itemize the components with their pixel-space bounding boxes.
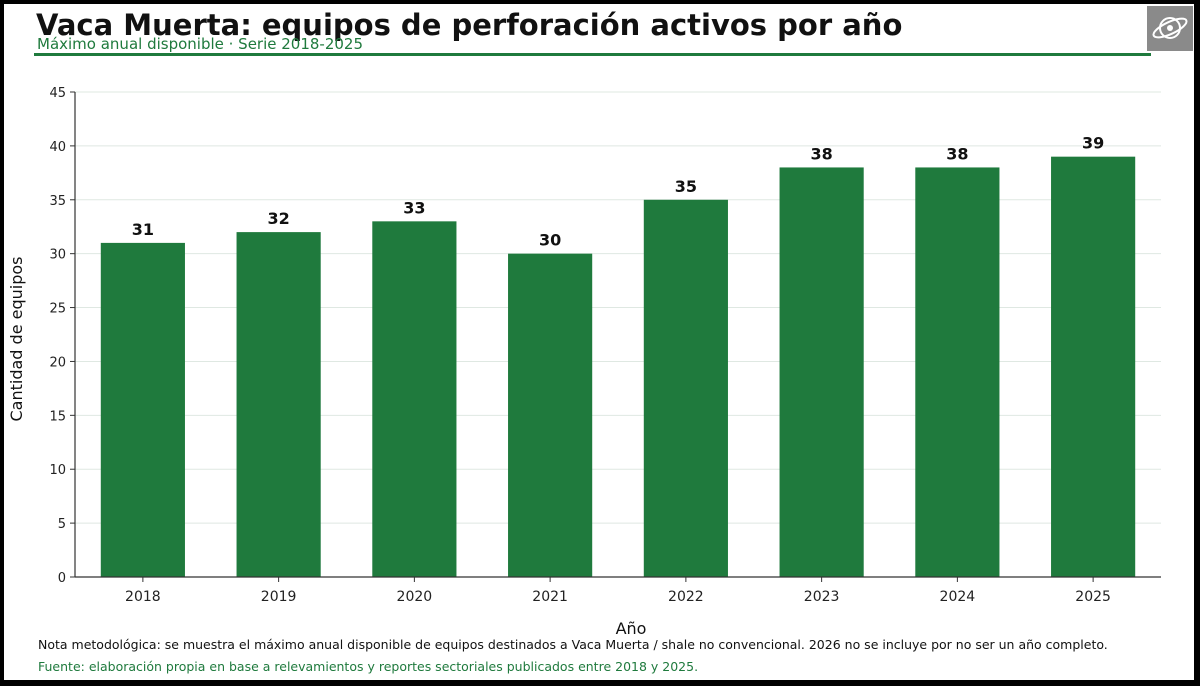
y-tick-label: 30: [49, 248, 66, 263]
value-label: 30: [539, 231, 561, 250]
source-note: Fuente: elaboración propia en base a rel…: [38, 659, 699, 674]
x-tick-label: 2024: [940, 589, 976, 605]
chart-title: Vaca Muerta: equipos de perforación acti…: [36, 8, 903, 42]
chart-subtitle: Máximo anual disponible · Serie 2018-202…: [37, 35, 364, 53]
y-tick-label: 45: [49, 86, 66, 101]
value-label: 39: [1082, 134, 1104, 153]
x-axis-label: Año: [616, 619, 647, 634]
bar-2021: [508, 253, 593, 577]
bar-2022: [643, 199, 728, 577]
x-tick-label: 2019: [261, 589, 297, 605]
bar-2018: [100, 242, 185, 577]
y-tick-label: 40: [49, 140, 66, 155]
x-tick-label: 2022: [668, 589, 704, 605]
bar-2025: [1051, 156, 1136, 577]
value-label: 32: [267, 209, 289, 228]
x-tick-label: 2020: [397, 589, 433, 605]
y-tick-label: 10: [49, 463, 66, 478]
chart-frame: Vaca Muerta: equipos de perforación acti…: [4, 4, 1194, 680]
globe-logo-icon: [1147, 6, 1193, 51]
bar-2019: [236, 232, 321, 577]
y-tick-label: 20: [49, 355, 66, 370]
x-tick-label: 2023: [804, 589, 840, 605]
bar-2023: [779, 167, 864, 577]
bar-2024: [915, 167, 1000, 577]
value-label: 31: [132, 220, 154, 239]
value-label: 38: [810, 144, 832, 163]
methodology-note: Nota metodológica: se muestra el máximo …: [38, 637, 1108, 652]
value-label: 33: [403, 198, 425, 217]
bars: [100, 156, 1136, 578]
y-tick-label: 5: [58, 517, 66, 532]
y-tick-label: 35: [49, 194, 66, 209]
y-tick-label: 25: [49, 302, 66, 317]
y-axis-label: Cantidad de equipos: [7, 257, 26, 422]
title-divider: [34, 53, 1151, 56]
y-tick-label: 0: [58, 571, 66, 586]
bar-2020: [372, 221, 457, 578]
x-tick-label: 2018: [125, 589, 161, 605]
y-tick-label: 15: [49, 409, 66, 424]
value-label: 38: [946, 144, 968, 163]
value-labels: 31 32 33 30 35 38 38 39: [132, 134, 1105, 250]
value-label: 35: [675, 177, 697, 196]
x-tick-label: 2025: [1075, 589, 1111, 605]
x-tick-label: 2021: [532, 589, 568, 605]
